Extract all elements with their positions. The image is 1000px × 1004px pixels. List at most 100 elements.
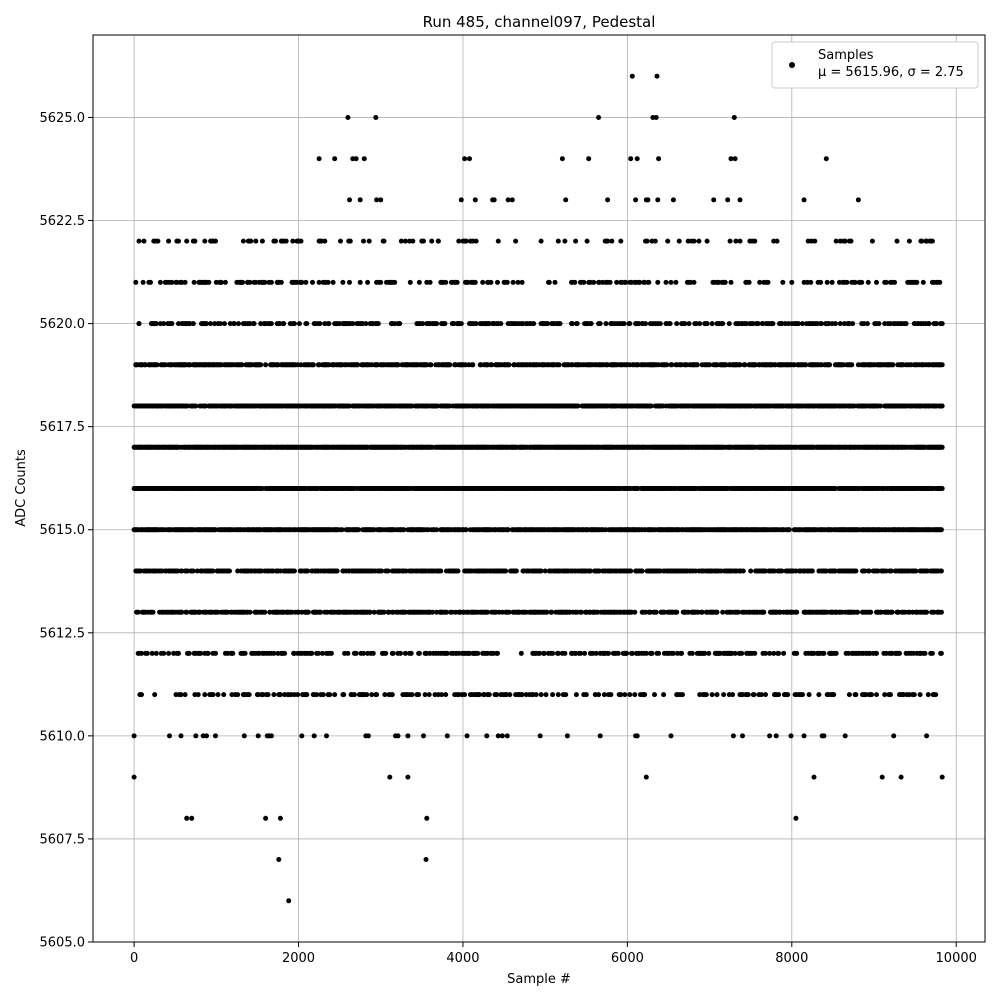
data-point [443,692,448,697]
data-point [800,692,805,697]
data-point [495,651,500,656]
data-point [710,692,715,697]
data-point [299,733,304,738]
data-point [221,692,226,697]
data-point [383,651,388,656]
data-point [869,692,874,697]
data-point [417,651,422,656]
data-point [627,692,632,697]
data-point [598,733,603,738]
data-point [227,569,232,574]
data-point [354,651,359,656]
data-point [924,610,929,615]
data-point [258,362,263,367]
data-point [616,651,621,656]
data-point [166,651,171,656]
data-point [624,651,629,656]
data-point [752,651,757,656]
data-point [327,692,332,697]
data-point [923,651,928,656]
data-point [421,733,426,738]
data-point [794,651,799,656]
data-point [206,651,211,656]
data-point [584,692,589,697]
data-point [752,692,757,697]
data-point [503,569,508,574]
data-point [539,692,544,697]
data-point [781,651,786,656]
data-point [635,733,640,738]
data-point [650,651,655,656]
data-point [179,733,184,738]
data-point [335,569,340,574]
data-point [304,692,309,697]
data-point [364,692,369,697]
data-point [312,733,317,738]
data-point [269,733,274,738]
data-point [345,651,350,656]
data-point [628,569,633,574]
data-point [868,610,873,615]
data-point [556,692,561,697]
data-point [940,445,945,450]
data-point [831,692,836,697]
data-point [202,692,207,697]
data-point [606,651,611,656]
data-point [897,651,902,656]
data-point [767,733,772,738]
data-point [256,733,261,738]
data-point [213,651,218,656]
data-point [447,362,452,367]
data-point [371,651,376,656]
data-point [642,692,647,697]
data-point [730,692,735,697]
data-point [940,486,945,491]
data-point [562,651,567,656]
data-point [704,692,709,697]
data-point [632,692,637,697]
data-point [145,651,150,656]
data-point [654,610,659,615]
data-point [939,527,944,532]
data-point [538,733,543,738]
data-point [456,569,461,574]
data-point [853,692,858,697]
data-point [507,692,512,697]
data-point [213,733,218,738]
data-point [151,610,156,615]
data-point [939,610,944,615]
data-point [656,651,661,656]
data-point [847,692,852,697]
data-point [176,651,181,656]
data-point [746,692,751,697]
data-point [161,651,166,656]
data-point [193,733,198,738]
data-point [282,651,287,656]
data-point [816,692,821,697]
data-point [230,651,235,656]
data-point [534,692,539,697]
data-point [674,610,679,615]
data-point [242,733,247,738]
data-point [853,569,858,574]
data-point [565,733,570,738]
data-point [807,692,812,697]
data-point [761,610,766,615]
data-point [390,692,395,697]
data-point [475,651,480,656]
data-point [563,692,568,697]
data-point [352,692,357,697]
data-point [715,692,720,697]
data-point [690,651,695,656]
data-point [821,651,826,656]
data-point [721,692,726,697]
data-point [679,651,684,656]
data-point [739,651,744,656]
data-point [484,733,489,738]
data-point [912,692,917,697]
data-point [930,651,935,656]
data-point [132,733,137,738]
data-point [608,692,613,697]
